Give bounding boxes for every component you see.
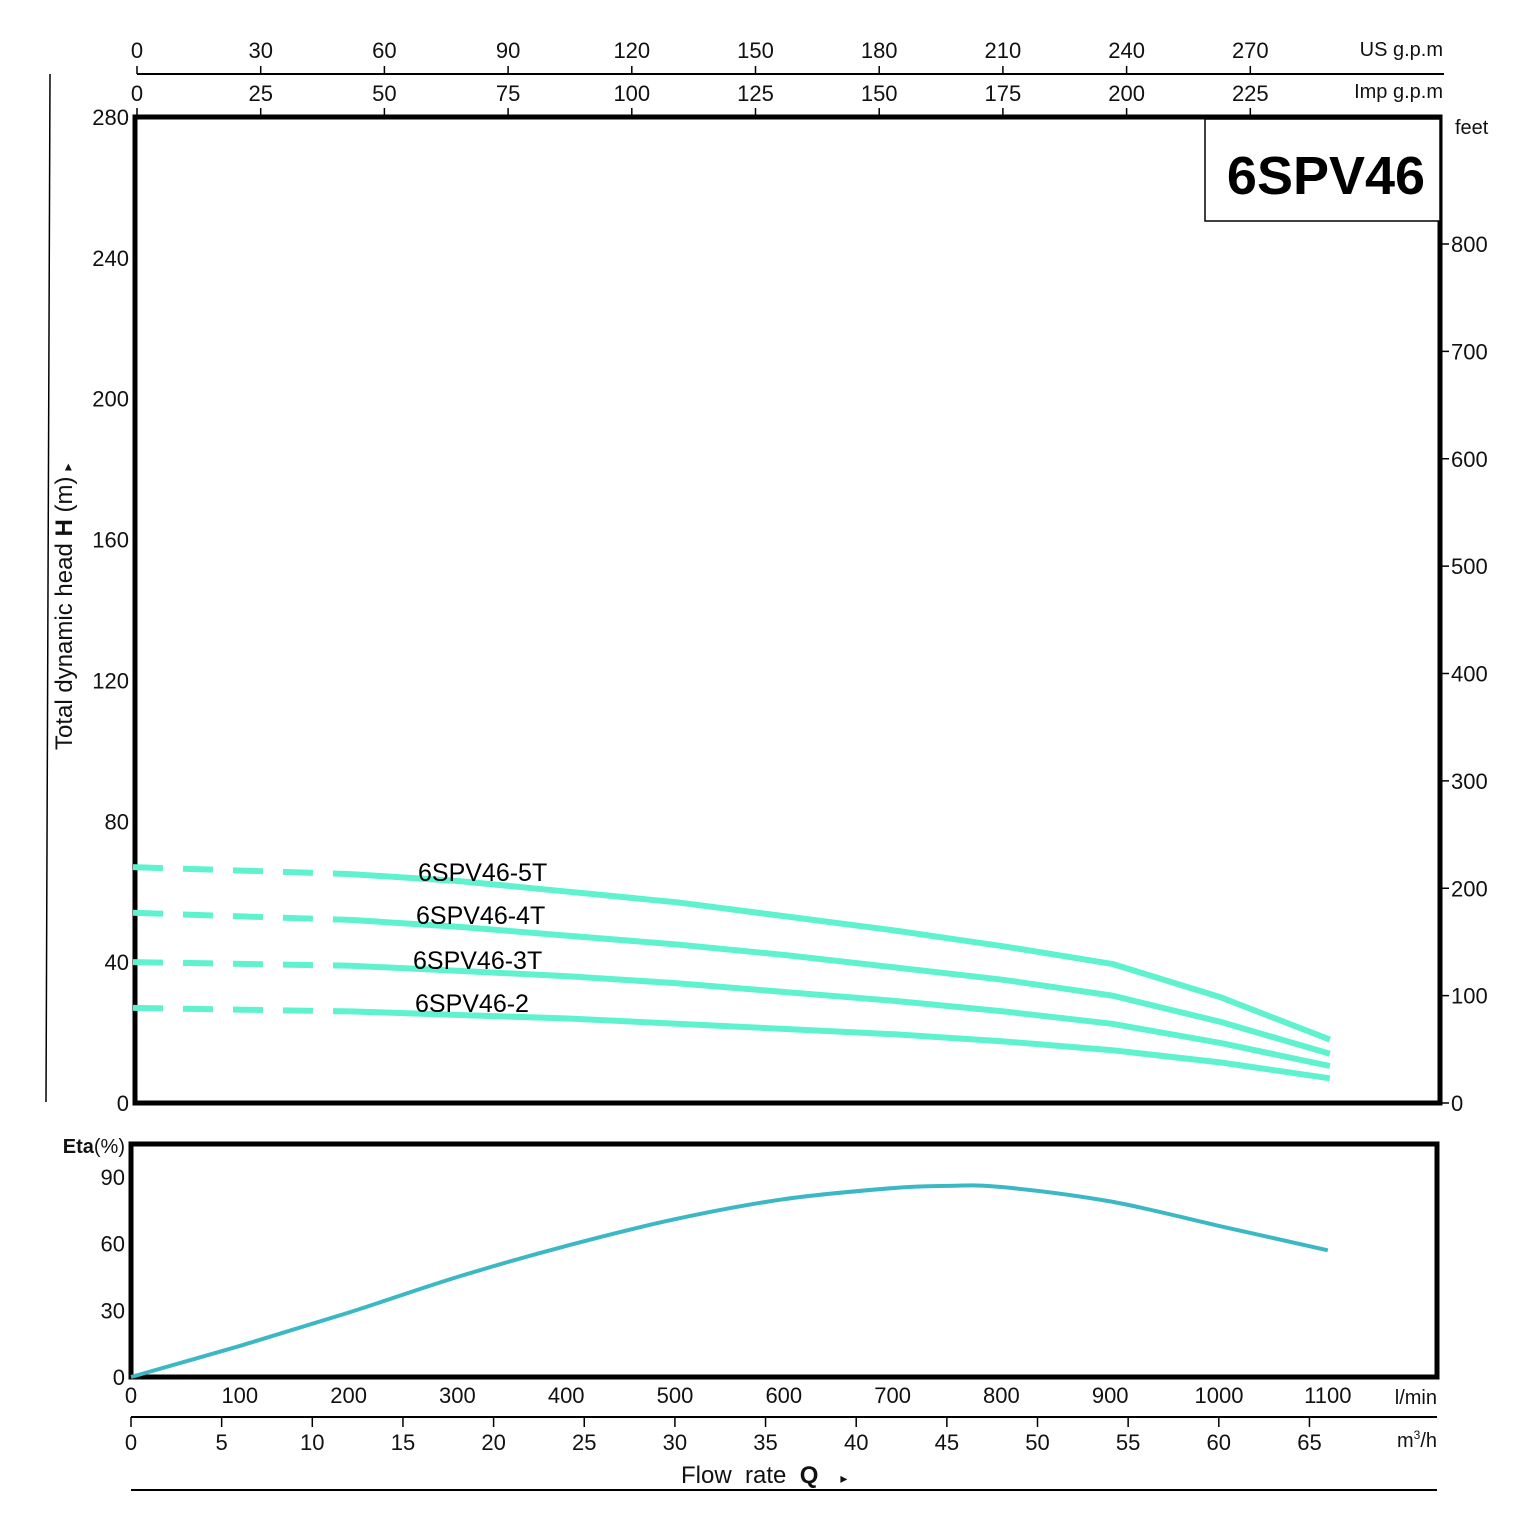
- m3h-tick-label: 65: [1297, 1430, 1321, 1455]
- head-curve-dashed: [132, 864, 351, 878]
- page-margin-rule: [45, 73, 51, 1103]
- lmin-tick-label: 800: [983, 1383, 1020, 1408]
- us-gpm-tick-label: 120: [613, 38, 650, 63]
- curve-label-5t: 6SPV46-5T: [418, 859, 547, 887]
- feet-tick-label: 700: [1451, 339, 1488, 364]
- eta-tick-label: 30: [101, 1298, 125, 1323]
- model-title-box: [1204, 118, 1441, 222]
- us-gpm-tick-label: 210: [985, 38, 1022, 63]
- feet-tick-label: 500: [1451, 554, 1488, 579]
- head-chart-frame: [132, 114, 1443, 1106]
- us-gpm-tick-label: 30: [248, 38, 272, 63]
- head-curve-6spv46-5t: [350, 871, 1331, 1043]
- lmin-tick-label: 700: [874, 1383, 911, 1408]
- m3h-tick-label: 20: [481, 1430, 505, 1455]
- feet-tick-label: 100: [1451, 984, 1488, 1009]
- head-tick-label: 80: [105, 809, 129, 834]
- imp-gpm-tick-label: 100: [613, 81, 650, 106]
- m3h-unit-label: m3/h: [1397, 1428, 1437, 1452]
- us-gpm-tick-label: 150: [737, 38, 774, 63]
- feet-tick-label: 0: [1451, 1091, 1463, 1116]
- head-tick-label: 280: [92, 105, 129, 130]
- us-gpm-unit-label: US g.p.m: [1360, 39, 1443, 61]
- m3h-tick-label: 10: [300, 1430, 324, 1455]
- us-gpm-tick-label: 180: [861, 38, 898, 63]
- head-tick-label: 0: [117, 1091, 129, 1116]
- eta-tick-label: 60: [101, 1232, 125, 1257]
- eta-chart-frame: [128, 1141, 1440, 1380]
- m3h-tick-label: 25: [572, 1430, 596, 1455]
- imp-gpm-tick-label: 75: [496, 81, 520, 106]
- feet-unit-label: feet: [1455, 117, 1489, 139]
- head-curve-dashed: [132, 909, 351, 923]
- m3h-tick-label: 60: [1207, 1430, 1231, 1455]
- eta-tick-label: 0: [113, 1365, 125, 1390]
- m3h-tick-label: 45: [935, 1430, 959, 1455]
- head-curve-dashed: [132, 1004, 351, 1015]
- imp-gpm-tick-label: 150: [861, 81, 898, 106]
- bottom-flow-axes: 0 100 200 300 400 500 600 700 800 900 1000 1100 l/m…: [125, 1383, 1437, 1491]
- lmin-tick-label: 500: [657, 1383, 694, 1408]
- head-tick-label: 40: [105, 950, 129, 975]
- imp-gpm-unit-label: Imp g.p.m: [1354, 81, 1443, 103]
- head-tick-label: 200: [92, 387, 129, 412]
- lmin-tick-label: 1100: [1304, 1383, 1351, 1408]
- imp-gpm-tick-label: 0: [131, 81, 143, 106]
- m3h-tick-label: 0: [125, 1430, 137, 1455]
- lmin-tick-label: 900: [1092, 1383, 1129, 1408]
- eta-curve: [130, 1183, 1329, 1379]
- lmin-tick-label: 400: [548, 1383, 585, 1408]
- m3h-tick-label: 50: [1025, 1430, 1049, 1455]
- lmin-tick-label: 100: [221, 1383, 258, 1408]
- head-curve-dashed: [132, 959, 351, 969]
- lmin-tick-label: 1000: [1195, 1383, 1244, 1408]
- head-tick-label: 120: [92, 668, 129, 693]
- us-gpm-tick-label: 240: [1108, 38, 1145, 63]
- imp-gpm-tick-label: 175: [985, 81, 1022, 106]
- lmin-tick-label: 600: [765, 1383, 802, 1408]
- head-tick-label: 240: [92, 246, 129, 271]
- m3h-tick-label: 5: [216, 1430, 228, 1455]
- top-flow-axes: 0 30 60 90 120 150 180 210 240 270 0 25 50 75 100 125 1…: [131, 38, 1444, 117]
- eta-tick-label: 90: [101, 1165, 125, 1190]
- efficiency-chart: Eta(%) 90 60 30 0: [63, 1136, 1440, 1390]
- flow-axis-title: Flow rate Q ▸: [681, 1462, 847, 1489]
- us-gpm-tick-label: 0: [131, 38, 143, 63]
- feet-tick-label: 600: [1451, 447, 1488, 472]
- eta-axis-title: Eta(%): [63, 1136, 125, 1158]
- curve-label-3t: 6SPV46-3T: [413, 947, 542, 975]
- head-curve-6spv46-4t: [350, 916, 1331, 1057]
- imp-gpm-tick-label: 200: [1108, 81, 1145, 106]
- m3h-tick-label: 15: [391, 1430, 415, 1455]
- m3h-tick-label: 40: [844, 1430, 868, 1455]
- imp-gpm-tick-label: 25: [248, 81, 272, 106]
- feet-tick-label: 800: [1451, 232, 1488, 257]
- feet-tick-label: 400: [1451, 662, 1488, 687]
- feet-tick-label: 200: [1451, 876, 1488, 901]
- m3h-tick-label: 55: [1116, 1430, 1140, 1455]
- model-title: 6SPV46: [1227, 146, 1425, 206]
- us-gpm-tick-label: 270: [1232, 38, 1269, 63]
- m3h-tick-label: 30: [663, 1430, 687, 1455]
- head-curve-6spv46-3t: [350, 962, 1331, 1069]
- us-gpm-tick-label: 90: [496, 38, 520, 63]
- lmin-unit-label: l/min: [1395, 1387, 1437, 1409]
- lmin-tick-label: 300: [439, 1383, 476, 1408]
- head-curve-6spv46-2: [350, 1008, 1331, 1082]
- curve-label-4t: 6SPV46-4T: [416, 902, 545, 930]
- us-gpm-tick-label: 60: [372, 38, 396, 63]
- imp-gpm-tick-label: 225: [1232, 81, 1269, 106]
- m3h-tick-label: 35: [753, 1430, 777, 1455]
- curve-label-2: 6SPV46-2: [415, 990, 529, 1018]
- imp-gpm-tick-label: 125: [737, 81, 774, 106]
- lmin-tick-label: 0: [125, 1383, 137, 1408]
- feet-tick-label: 300: [1451, 769, 1488, 794]
- lmin-tick-label: 200: [330, 1383, 367, 1408]
- head-axis-title: Total dynamic head H (m)▸: [51, 464, 78, 751]
- head-tick-label: 160: [92, 528, 129, 553]
- imp-gpm-tick-label: 50: [372, 81, 396, 106]
